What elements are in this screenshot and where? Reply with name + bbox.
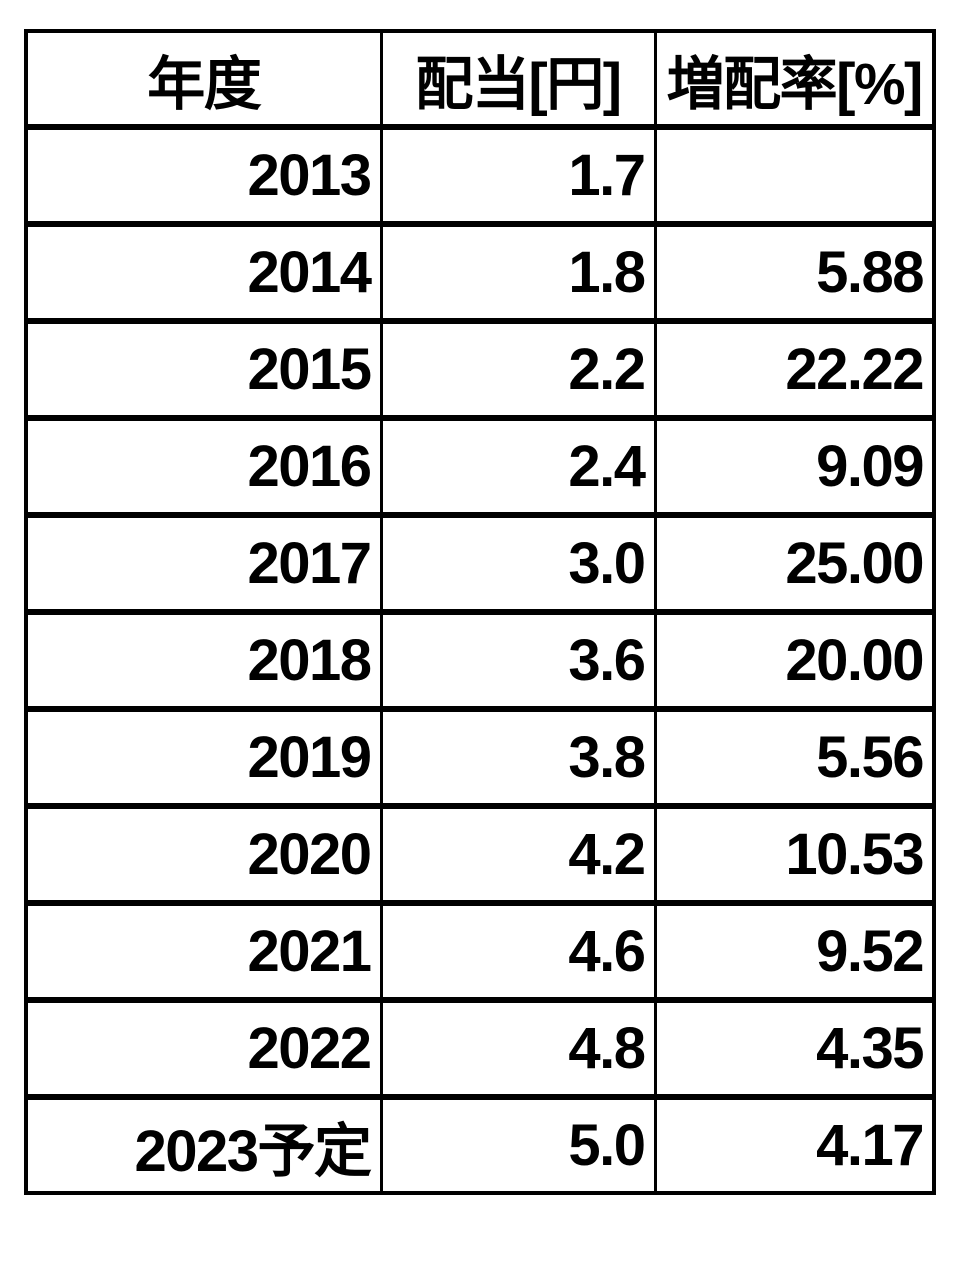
cell-dividend: 2.2 [379, 318, 657, 421]
table-row: 2014 1.8 5.88 [24, 221, 936, 324]
cell-dividend: 1.8 [379, 221, 657, 324]
table-row: 2023予定 5.0 4.17 [24, 1094, 936, 1195]
table-row: 2018 3.6 20.00 [24, 609, 936, 712]
cell-increase-rate: 9.09 [653, 415, 936, 518]
cell-increase-rate: 10.53 [653, 803, 936, 906]
cell-dividend: 4.8 [379, 997, 657, 1100]
cell-year: 2017 [24, 512, 383, 615]
header-year: 年度 [24, 29, 383, 130]
cell-increase-rate: 22.22 [653, 318, 936, 421]
header-dividend: 配当[円] [379, 29, 657, 130]
cell-dividend: 3.8 [379, 706, 657, 809]
cell-year: 2018 [24, 609, 383, 712]
cell-increase-rate: 9.52 [653, 900, 936, 1003]
cell-dividend: 3.6 [379, 609, 657, 712]
table-row: 2022 4.8 4.35 [24, 997, 936, 1100]
table-header-row: 年度 配当[円] 増配率[%] [24, 29, 936, 130]
cell-dividend: 2.4 [379, 415, 657, 518]
cell-year: 2022 [24, 997, 383, 1100]
cell-dividend: 5.0 [379, 1094, 657, 1195]
cell-dividend: 3.0 [379, 512, 657, 615]
cell-year: 2019 [24, 706, 383, 809]
cell-increase-rate: 5.88 [653, 221, 936, 324]
table-row: 2017 3.0 25.00 [24, 512, 936, 615]
table-row: 2013 1.7 [24, 124, 936, 227]
cell-increase-rate [653, 124, 936, 227]
cell-dividend: 4.6 [379, 900, 657, 1003]
table-row: 2015 2.2 22.22 [24, 318, 936, 421]
cell-increase-rate: 25.00 [653, 512, 936, 615]
table-row: 2020 4.2 10.53 [24, 803, 936, 906]
table-row: 2016 2.4 9.09 [24, 415, 936, 518]
cell-year: 2014 [24, 221, 383, 324]
cell-year: 2016 [24, 415, 383, 518]
cell-dividend: 1.7 [379, 124, 657, 227]
header-increase-rate: 増配率[%] [653, 29, 936, 130]
table-row: 2019 3.8 5.56 [24, 706, 936, 809]
cell-increase-rate: 5.56 [653, 706, 936, 809]
cell-year: 2020 [24, 803, 383, 906]
cell-increase-rate: 4.35 [653, 997, 936, 1100]
cell-dividend: 4.2 [379, 803, 657, 906]
table-row: 2021 4.6 9.52 [24, 900, 936, 1003]
cell-year: 2021 [24, 900, 383, 1003]
cell-year: 2015 [24, 318, 383, 421]
cell-increase-rate: 4.17 [653, 1094, 936, 1195]
cell-increase-rate: 20.00 [653, 609, 936, 712]
dividend-history-table: 年度 配当[円] 増配率[%] 2013 1.7 2014 1.8 5.88 2… [24, 29, 936, 1195]
cell-year: 2023予定 [24, 1094, 383, 1195]
cell-year: 2013 [24, 124, 383, 227]
